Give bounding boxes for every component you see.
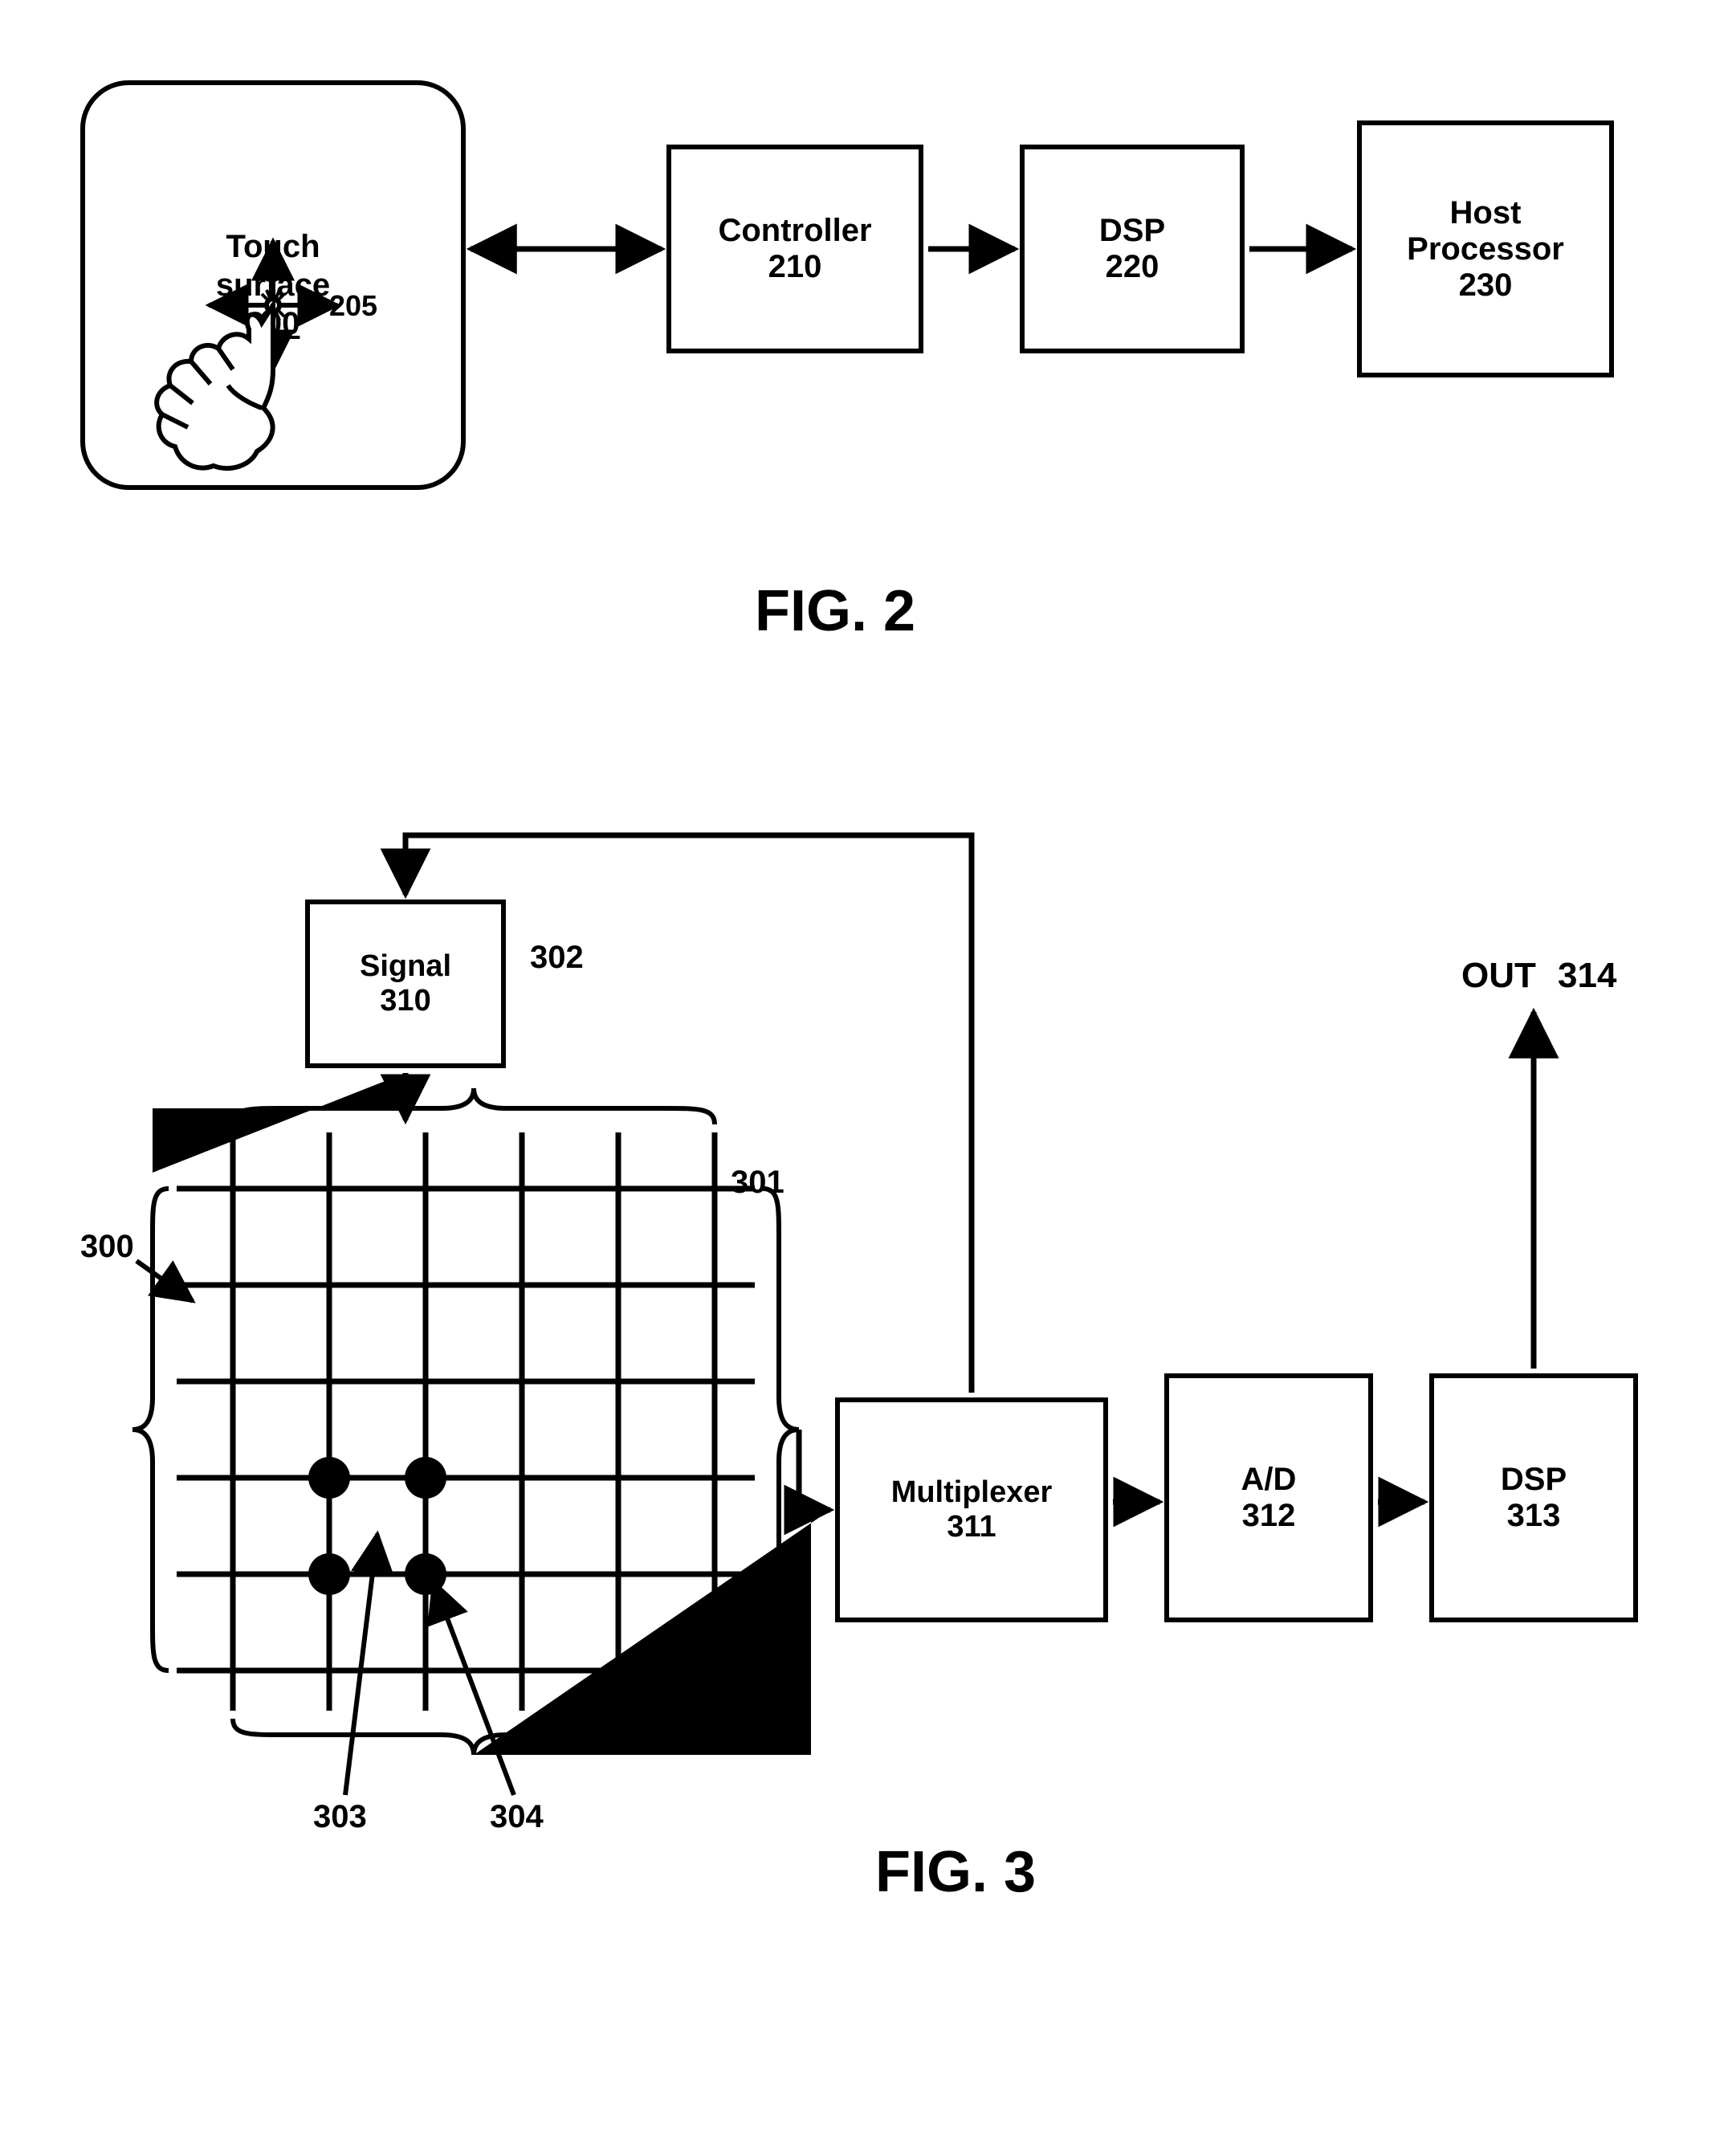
dsp-box-fig3: DSP 313 [1429, 1373, 1638, 1622]
cols-ref-301: 301 [731, 1165, 784, 1201]
out-ref: 314 [1558, 956, 1616, 996]
arrow-304 [434, 1582, 514, 1795]
touch-surface-line2: surface [216, 267, 330, 303]
grid-vertical [233, 1132, 715, 1711]
mux-label: Multiplexer [891, 1475, 1053, 1510]
dsp-label-fig2: DSP [1099, 213, 1165, 249]
fig3-caption: FIG. 3 [875, 1839, 1036, 1905]
diagram-canvas: Touch surface 200 Controller 210 DSP 220… [32, 32, 1704, 2118]
signal-label: Signal [360, 949, 451, 984]
ad-box: A/D 312 [1164, 1373, 1373, 1622]
touch-surface-line1: Touch [226, 229, 320, 264]
grid-horizontal [177, 1189, 755, 1671]
row-bracket [132, 1189, 169, 1671]
arrow-300 [137, 1261, 193, 1301]
signal-ref: 310 [380, 984, 430, 1018]
touch-surface-box: Touch surface 200 [80, 80, 466, 490]
dsp-box-fig2: DSP 220 [1020, 145, 1245, 353]
touch-ref-205: 205 [329, 289, 377, 323]
controller-label: Controller [718, 213, 871, 249]
signal-box: Signal 310 [305, 900, 506, 1068]
mux-ref: 311 [947, 1510, 996, 1544]
touch-surface-ref: 200 [247, 306, 300, 341]
dsp-label-fig3: DSP [1501, 1462, 1567, 1498]
col-bracket [233, 1088, 715, 1124]
dsp-ref-fig3: 313 [1507, 1498, 1561, 1534]
host-box: Host Processor 230 [1357, 120, 1614, 377]
host-ref: 230 [1459, 267, 1513, 304]
touch-center-ref-303: 303 [313, 1799, 367, 1835]
touch-node-ref-304: 304 [490, 1799, 544, 1835]
touch-nodes [308, 1457, 446, 1595]
dsp-ref-fig2: 220 [1106, 249, 1159, 285]
controller-ref: 210 [768, 249, 822, 285]
ad-label: A/D [1241, 1462, 1297, 1498]
host-line2: Processor [1407, 231, 1564, 267]
controller-box: Controller 210 [666, 145, 923, 353]
out-label: OUT [1461, 956, 1536, 996]
host-line1: Host [1450, 195, 1522, 231]
panel-ref-300: 300 [80, 1229, 134, 1265]
right-bracket [763, 1189, 799, 1671]
mux-box: Multiplexer 311 [835, 1397, 1108, 1622]
rows-ref-302: 302 [530, 940, 584, 976]
arrow-303 [345, 1534, 377, 1795]
fig2-caption: FIG. 2 [755, 578, 915, 644]
ad-ref: 312 [1242, 1498, 1296, 1534]
bottom-bracket [233, 1719, 715, 1755]
